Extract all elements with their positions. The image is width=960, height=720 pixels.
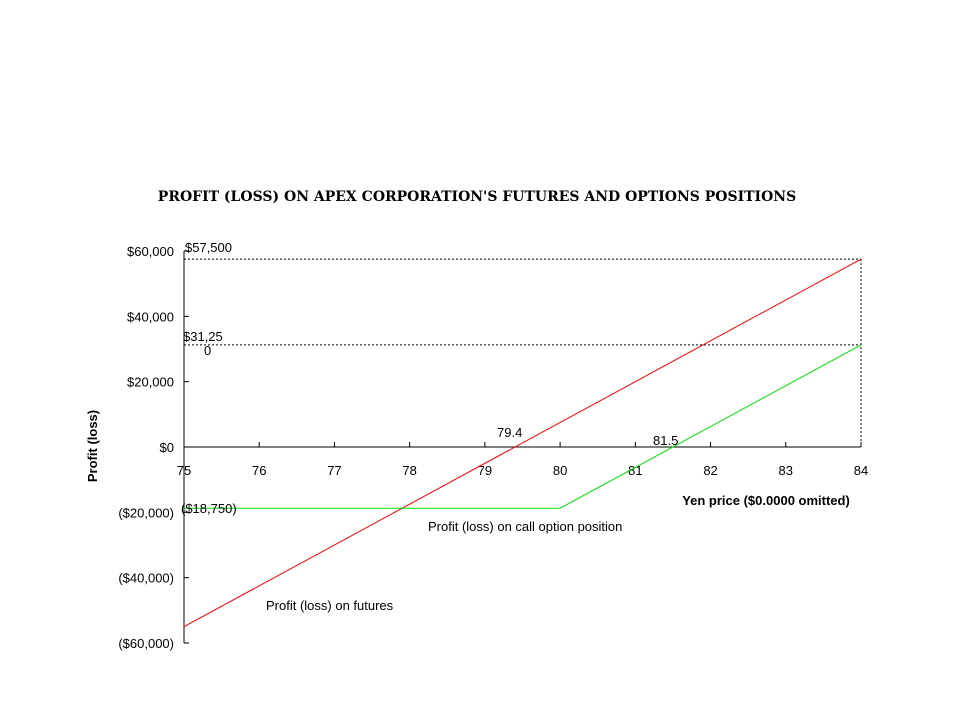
- x-tick-label: 83: [779, 463, 793, 478]
- label-57500: $57,500: [185, 240, 232, 255]
- label-31250-line2: 0: [204, 343, 211, 358]
- label-option-floor: ($18,750): [181, 501, 237, 516]
- label-31250-line1: $31,25: [183, 329, 223, 344]
- y-tick-label: $20,000: [127, 375, 174, 390]
- y-tick-label: $60,000: [127, 244, 174, 259]
- axes: $60,000 $40,000 $20,000 $0 ($20,000) ($40,000…: [118, 244, 868, 651]
- y-tick-label: ($60,000): [118, 636, 174, 651]
- label-breakeven-futures: 79.4: [497, 425, 522, 440]
- x-tick-label: 76: [252, 463, 266, 478]
- x-tick-label: 84: [854, 463, 868, 478]
- chart-title: PROFIT (LOSS) ON APEX CORPORATION'S FUTU…: [158, 189, 796, 205]
- option-line: [184, 344, 862, 509]
- x-tick-label: 82: [703, 463, 717, 478]
- y-tick-label: $0: [160, 440, 174, 455]
- label-breakeven-option: 81.5: [653, 433, 678, 448]
- series-lines: [183, 258, 862, 628]
- x-tick-label: 80: [553, 463, 567, 478]
- x-tick-label: 75: [177, 463, 191, 478]
- x-tick-label: 77: [327, 463, 341, 478]
- x-tick-label: 79: [478, 463, 492, 478]
- x-tick-label: 78: [402, 463, 416, 478]
- x-tick-label: 81: [628, 463, 642, 478]
- futures-line: [183, 258, 862, 628]
- y-tick-label: $40,000: [127, 309, 174, 324]
- y-tick-label: ($40,000): [118, 571, 174, 586]
- reference-lines: [184, 258, 862, 447]
- y-tick-label: ($20,000): [118, 505, 174, 520]
- y-axis-label: Profit (loss): [85, 410, 100, 482]
- label-futures-series: Profit (loss) on futures: [266, 598, 394, 613]
- x-axis-label: Yen price ($0.0000 omitted): [682, 493, 850, 508]
- label-option-series: Profit (loss) on call option position: [428, 519, 622, 534]
